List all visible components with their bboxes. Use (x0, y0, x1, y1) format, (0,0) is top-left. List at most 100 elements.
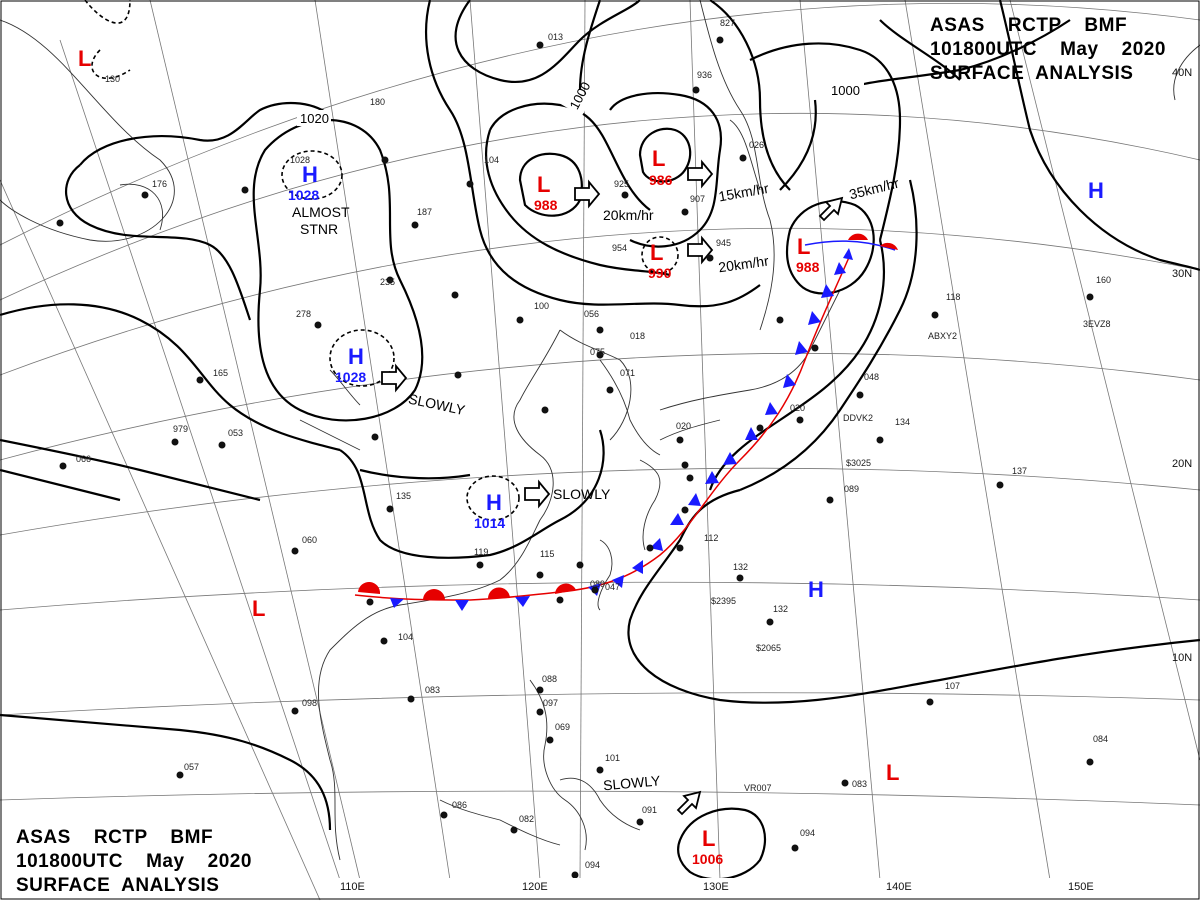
low-center: L (702, 826, 715, 851)
header-line-1: ASAS RCTP BMF (16, 827, 214, 848)
low-center: L (652, 146, 665, 171)
high-center: H (302, 162, 318, 187)
station-pressure-value: 097 (543, 698, 558, 708)
station-pressure-value: 954 (612, 243, 627, 253)
station-pressure-value: 082 (519, 814, 534, 824)
movement-label: 20km/hr (603, 207, 654, 223)
arrow-icon (524, 479, 551, 509)
station-pressure-value: 013 (548, 32, 563, 42)
station-pressure-value: 119 (474, 547, 488, 557)
center-pressure: 988 (534, 197, 558, 213)
high-center: H (1088, 178, 1104, 203)
station-pressure-value: 056 (584, 309, 599, 319)
station-pressure-value: 069 (555, 722, 570, 732)
station-pressure-value: 084 (1093, 734, 1108, 744)
arrow-icon (381, 363, 408, 393)
movement-label: SLOWLY (553, 486, 611, 502)
ship-station-id: $2065 (756, 643, 781, 653)
station-pressure-value: 132 (733, 562, 748, 572)
header-line-3: SURFACE ANALYSIS (16, 875, 220, 896)
ship-station-id: 3EVZ8 (1083, 319, 1111, 329)
station-pressure-value: 018 (630, 331, 645, 341)
station-pressure-value: 026 (749, 140, 764, 150)
high-center: H (808, 577, 824, 602)
station-pressure-value: 165 (213, 368, 228, 378)
movement-label: SLOWLY (602, 772, 661, 793)
station-pressure-value: 160 (1096, 275, 1111, 285)
header-line-2: 101800UTC May 2020 (930, 39, 1166, 60)
isobar-1020 (252, 119, 424, 422)
longitude-label: 110E (340, 881, 365, 893)
latitude-lines (0, 3, 1200, 806)
movement-label: ALMOST (292, 204, 350, 220)
map-header-top: ASAS RCTP BMF 101800UTC May 2020 SURFACE… (930, 14, 1166, 86)
station-pressure-value: 1028 (290, 155, 310, 165)
longitude-label: 120E (522, 881, 548, 893)
station-pressure-value: 132 (773, 604, 788, 614)
low-center: L (797, 234, 810, 259)
center-pressure: 986 (649, 172, 673, 188)
station-pressure-value: 091 (642, 805, 657, 815)
header-line-2: 101800UTC May 2020 (16, 851, 252, 872)
ship-station-id: VR007 (744, 783, 772, 793)
coastlines (0, 0, 1200, 861)
station-pressure-value: 053 (228, 428, 243, 438)
arrow-icon (574, 179, 601, 209)
station-pressure-value: 137 (1012, 466, 1027, 476)
isobars (0, 0, 1200, 881)
station-pressure-value: 060 (302, 535, 317, 545)
station-pressure-value: 020 (676, 421, 691, 431)
isobar-label: 1020 (300, 111, 329, 126)
isobar-low-988a (518, 152, 583, 217)
station-pressure-value: 936 (697, 70, 712, 80)
station-pressure-value: 104 (484, 155, 499, 165)
longitude-label: 150E (1068, 881, 1094, 893)
station-pressure-value: 115 (540, 549, 554, 559)
station-pressure-value: 130 (105, 74, 120, 84)
high-center: H (348, 344, 364, 369)
station-pressure-value: 907 (690, 194, 705, 204)
station-pressure-value: 176 (152, 179, 167, 189)
latitude-label: 10N (1172, 652, 1192, 664)
station-pressure-value: 088 (542, 674, 557, 684)
low-center: L (537, 172, 550, 197)
ship-station-id: DDVK2 (843, 413, 873, 423)
station-pressure-value: 118 (946, 292, 960, 302)
isobar-low-986 (638, 127, 692, 183)
station-pressure-value: 057 (184, 762, 199, 772)
station-pressure-value: 071 (620, 368, 635, 378)
dashed-isobars (84, 0, 679, 521)
station-pressure-value: 187 (417, 207, 432, 217)
station-pressure-value: 083 (852, 779, 867, 789)
station-pressure-value: 098 (302, 698, 317, 708)
arrow-icon (676, 790, 702, 816)
ship-station-id: ABXY2 (928, 331, 957, 341)
station-labels: 1028 176 130 235 278 165 979 053 066 135 060 119 115… (76, 18, 1111, 870)
station-pressure-value: 101 (605, 753, 620, 763)
station-pressure-value: 083 (425, 685, 440, 695)
ship-station-id: $2395 (711, 596, 736, 606)
low-center: L (252, 596, 265, 621)
arrow-icon (818, 196, 844, 222)
station-pressure-value: 979 (173, 424, 188, 434)
center-pressure: 990 (648, 265, 672, 281)
movement-arrows (381, 159, 844, 816)
station-pressure-value: 112 (704, 533, 718, 543)
high-center: H (486, 490, 502, 515)
center-pressure: 1014 (474, 515, 505, 531)
stationary-front (354, 233, 898, 611)
station-pressure-value: 134 (895, 417, 910, 427)
station-pressure-value: 107 (945, 681, 960, 691)
longitude-lines (0, 0, 1200, 901)
ship-station-id: $3025 (846, 458, 871, 468)
station-pressure-value: 020 (790, 403, 805, 413)
station-pressure-value: 048 (864, 372, 879, 382)
station-pressure-value: 180 (370, 97, 385, 107)
isobar-low-1006 (677, 807, 767, 881)
center-pressure: 988 (796, 259, 820, 275)
arrow-icon (687, 159, 714, 189)
low-center: L (650, 240, 663, 265)
latitude-label: 30N (1172, 268, 1192, 280)
longitude-label: 140E (886, 881, 912, 893)
